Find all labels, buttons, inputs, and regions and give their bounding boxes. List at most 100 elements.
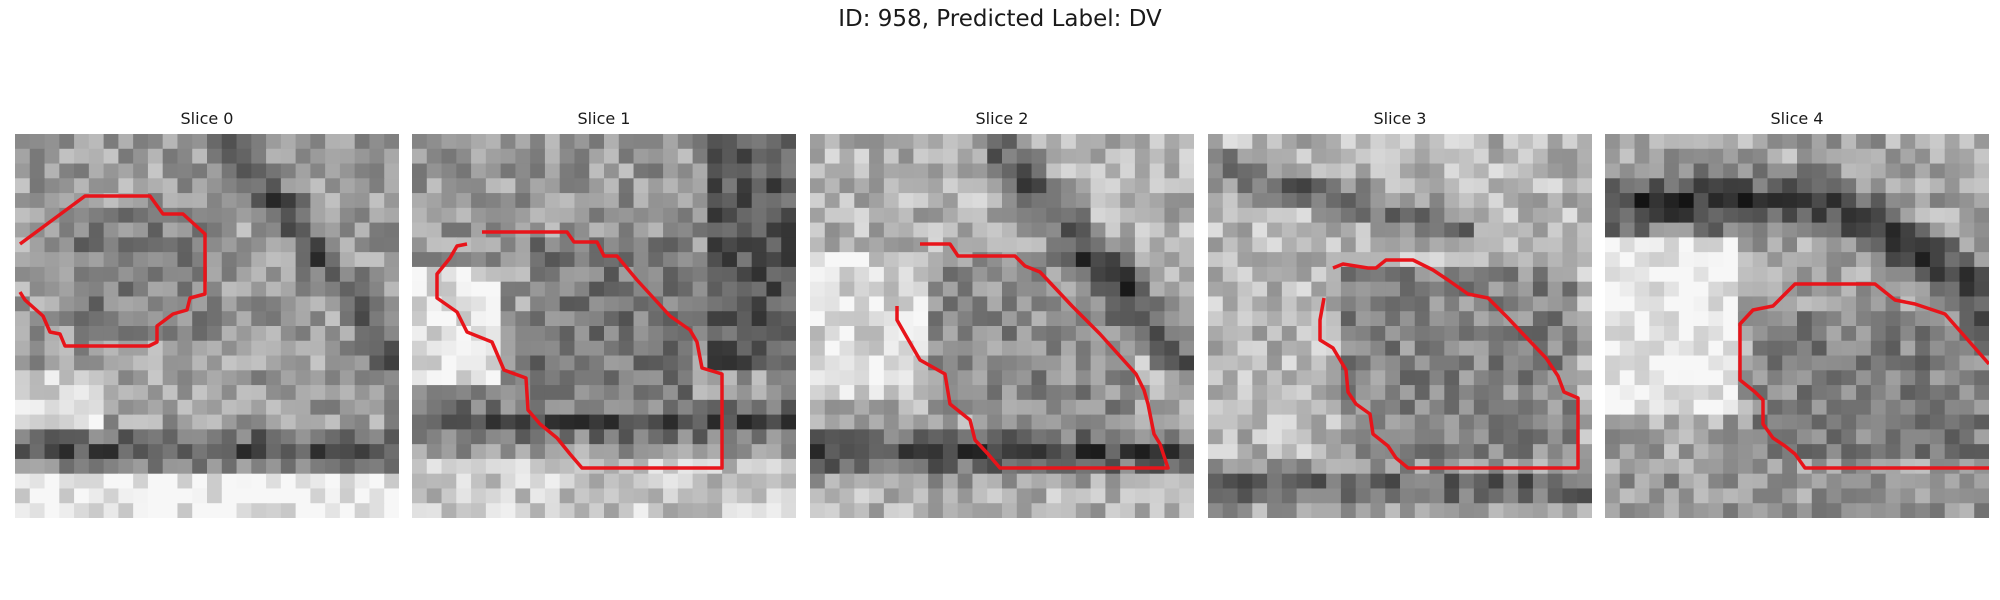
pixel	[1296, 370, 1312, 386]
pixel	[1782, 296, 1798, 312]
pixel	[103, 252, 119, 268]
pixel	[1693, 414, 1709, 430]
pixel	[1826, 429, 1842, 445]
pixel	[1664, 222, 1680, 238]
pixel	[987, 414, 1003, 430]
pixel	[1400, 399, 1416, 416]
pixel	[251, 473, 267, 490]
pixel	[1723, 444, 1739, 460]
pixel	[441, 458, 457, 475]
pixel	[1944, 222, 1961, 238]
pixel	[1355, 503, 1372, 518]
pixel	[103, 207, 119, 224]
pixel	[618, 414, 635, 430]
pixel	[1105, 193, 1121, 209]
pixel	[1723, 266, 1739, 283]
pixel	[1811, 237, 1828, 253]
pixel	[1222, 444, 1239, 460]
pixel	[942, 399, 959, 416]
pixel	[1090, 281, 1106, 298]
pixel	[1678, 370, 1695, 386]
pixel	[913, 207, 929, 224]
pixel	[1797, 311, 1813, 327]
pixel	[1105, 266, 1121, 283]
pixel	[869, 370, 885, 386]
pixel	[1459, 473, 1475, 490]
pixel	[1046, 193, 1062, 209]
pixel	[1370, 503, 1386, 518]
pixel	[192, 444, 208, 460]
pixel	[59, 134, 75, 150]
pixel	[1016, 340, 1033, 357]
pixel	[913, 370, 929, 386]
pixel	[810, 429, 826, 445]
pixel	[633, 163, 649, 179]
pixel	[295, 311, 311, 327]
pixel	[1841, 266, 1857, 283]
pixel	[1281, 473, 1298, 490]
pixel	[1252, 252, 1268, 268]
pixel	[1782, 237, 1798, 253]
pixel	[266, 326, 282, 342]
pixel	[1678, 252, 1695, 268]
pixel	[1002, 163, 1018, 179]
pixel	[1252, 414, 1268, 430]
pixel	[1605, 281, 1621, 298]
pixel	[1061, 163, 1077, 179]
pixel	[1237, 222, 1253, 238]
pixel	[839, 429, 855, 445]
pixel	[471, 148, 487, 165]
pixel	[88, 252, 105, 268]
pixel	[1693, 473, 1709, 490]
pixel	[147, 458, 164, 475]
pixel	[604, 429, 620, 445]
pixel	[824, 444, 841, 460]
pixel	[618, 326, 635, 342]
pixel	[1944, 355, 1961, 371]
pixel	[1619, 340, 1636, 357]
pixel	[942, 193, 959, 209]
pixel	[1222, 385, 1239, 401]
pixel	[1237, 311, 1253, 327]
pixel	[1532, 281, 1549, 298]
pixel	[1252, 488, 1268, 504]
pixel	[59, 488, 75, 504]
pixel	[574, 385, 590, 401]
pixel	[456, 385, 472, 401]
pixel	[236, 252, 252, 268]
pixel	[1649, 134, 1665, 150]
pixel	[1797, 355, 1813, 371]
pixel	[1355, 266, 1372, 283]
pixel	[1532, 266, 1549, 283]
pixel	[236, 193, 252, 209]
pixel	[354, 444, 371, 460]
pixel	[589, 340, 605, 357]
pixel	[913, 444, 929, 460]
pixel	[1149, 163, 1166, 179]
pixel	[1473, 503, 1490, 518]
pixel	[147, 503, 164, 518]
pixel	[1959, 266, 1975, 283]
pixel	[515, 266, 531, 283]
pixel	[1031, 355, 1047, 371]
pixel	[1164, 340, 1180, 357]
pixel	[456, 148, 472, 165]
grayscale-pixels	[810, 134, 1194, 518]
pixel	[1841, 148, 1857, 165]
pixel	[1944, 281, 1961, 298]
pixel	[1444, 503, 1460, 518]
pixel	[1693, 148, 1709, 165]
pixel	[1340, 163, 1357, 179]
pixel	[957, 326, 974, 342]
pixel	[1870, 326, 1887, 342]
pixel	[251, 399, 267, 416]
pixel	[1075, 355, 1092, 371]
pixel	[1031, 340, 1047, 357]
pixel	[500, 340, 516, 357]
pixel	[839, 237, 855, 253]
pixel	[633, 370, 649, 386]
pixel	[15, 178, 31, 194]
pixel	[1605, 222, 1621, 238]
pixel	[1252, 355, 1268, 371]
pixel	[1429, 488, 1445, 504]
